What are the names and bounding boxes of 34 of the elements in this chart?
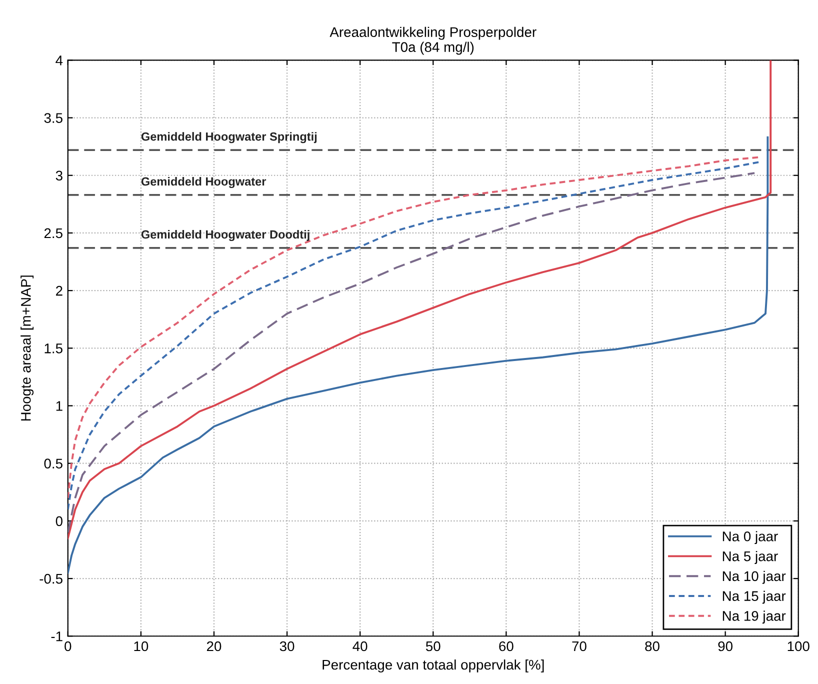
x-tick-label: 90 <box>718 641 732 652</box>
y-tick-label: 4 <box>56 56 63 66</box>
legend-label: Na 19 jaar <box>722 610 786 624</box>
y-tick-label: 1 <box>56 401 62 411</box>
x-tick-label: 80 <box>645 641 660 652</box>
legend-label: Na 5 jaar <box>722 551 778 564</box>
y-axis-title: Hoogte areaal [m+NAP] <box>20 276 34 421</box>
x-tick-label: 10 <box>134 641 148 652</box>
y-tick-label: 2.5 <box>44 228 62 238</box>
y-tick-label: 1.5 <box>44 344 62 354</box>
x-tick-label: 20 <box>206 641 222 652</box>
x-tick-label: 100 <box>788 641 810 652</box>
ref-line-label: Gemiddeld Hoogwater <box>141 176 266 188</box>
x-tick-label: 30 <box>280 641 294 652</box>
legend-label: Na 15 jaar <box>722 590 786 604</box>
y-tick-label: 0 <box>56 516 62 526</box>
legend-label: Na 10 jaar <box>722 570 786 584</box>
x-axis-title: Percentage van totaal oppervlak [%] <box>322 659 544 672</box>
chart-title: Areaalontwikkeling Prosperpolder <box>330 26 536 40</box>
x-tick-label: 70 <box>572 641 586 652</box>
x-tick-label: 50 <box>426 641 440 652</box>
ref-line-label: Gemiddeld Hoogwater Doodtij <box>141 230 310 242</box>
y-tick-label: 3 <box>56 170 62 181</box>
chart-subtitle: T0a (84 mg/l) <box>392 42 474 55</box>
x-tick-label: 60 <box>499 641 514 652</box>
y-tick-label: 3.5 <box>44 113 62 123</box>
x-tick-label: 0 <box>64 641 72 652</box>
y-tick-label: -0.5 <box>40 574 62 584</box>
legend-label: Na 0 jaar <box>722 531 778 544</box>
ref-line-label: Gemiddeld Hoogwater Springtij <box>141 132 317 144</box>
y-tick-label: 0.5 <box>44 458 62 469</box>
x-tick-label: 40 <box>352 641 368 652</box>
y-tick-label: -1 <box>51 632 62 642</box>
y-tick-label: 2 <box>56 286 62 296</box>
